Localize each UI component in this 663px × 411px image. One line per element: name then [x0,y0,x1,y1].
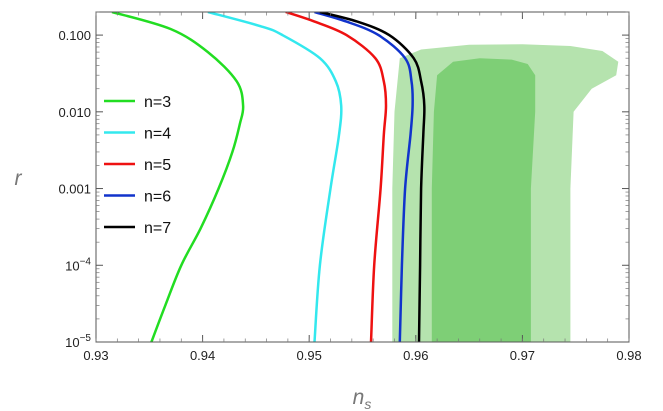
y-axis-title: r [15,167,23,190]
y-tick-label: 0.010 [58,105,91,120]
legend-label: n=6 [144,189,171,206]
x-axis-title-main: n [353,386,365,409]
curve-n-4 [207,12,343,342]
contour-inner [431,58,536,342]
curve-layer [111,12,426,342]
x-tick-label: 0.93 [83,348,108,363]
plot-frame [95,11,630,343]
x-axis-title-subscript: s [364,396,371,411]
contour-layer [392,44,619,342]
x-tick-label: 0.96 [403,348,428,363]
legend-label: n=4 [144,126,171,143]
curve-n-6 [314,12,414,342]
x-axis-ticks: 0.93 0.94 0.95 0.96 0.97 0.98 [83,12,642,363]
legend: n=3 n=4 n=5 n=6 n=7 [104,94,171,237]
legend-label: n=5 [144,157,171,174]
x-axis-title: ns [353,386,372,411]
curve-n-7 [319,12,426,342]
y-tick-label: 10−4 [65,256,91,273]
y-tick-label: 0.100 [58,28,91,43]
x-tick-label: 0.98 [616,348,641,363]
curve-n-5 [285,12,388,342]
y-axis-ticks: 10−5 10−4 0.001 0.010 0.100 [58,11,629,350]
legend-label: n=7 [144,220,171,237]
x-tick-label: 0.95 [297,348,322,363]
legend-label: n=3 [144,94,171,111]
y-tick-label: 0.001 [58,182,91,197]
curve-n-3 [111,12,245,342]
y-tick-label: 10−5 [65,333,91,350]
x-tick-label: 0.94 [190,348,215,363]
x-tick-label: 0.97 [510,348,535,363]
